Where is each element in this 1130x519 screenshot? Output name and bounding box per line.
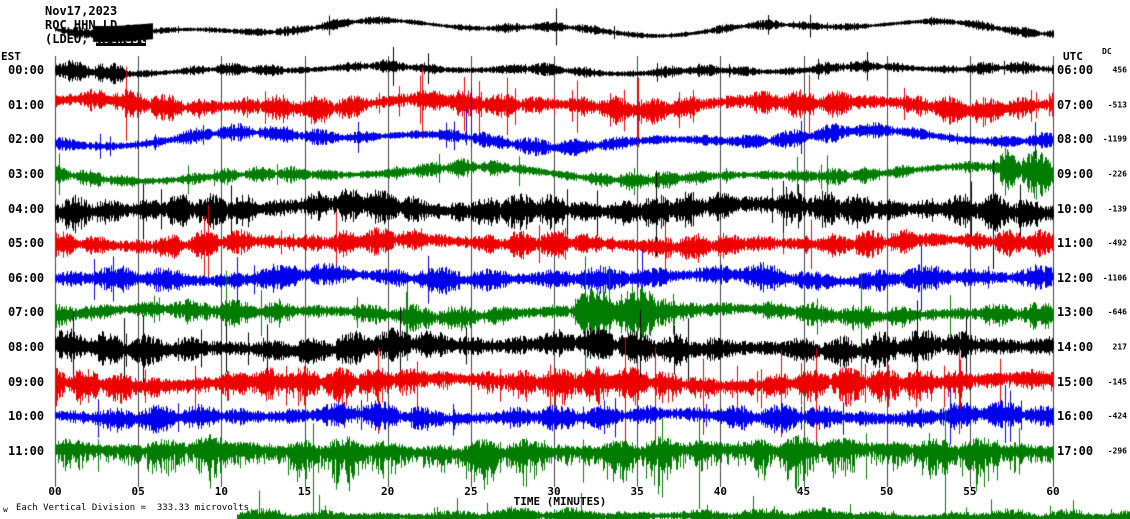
minute-tick-label: 40 bbox=[713, 485, 727, 498]
est-hour-label: 11:00 bbox=[8, 444, 45, 459]
est-hour-label: 03:00 bbox=[8, 166, 45, 181]
scale-note: Each Vertical Division = 333.33 microvol… bbox=[16, 503, 249, 513]
dc-value: 217 bbox=[1112, 342, 1127, 352]
minute-tick-label: 15 bbox=[297, 485, 312, 498]
station-location-highlight: Rochest bbox=[95, 32, 147, 46]
footer-mark: w bbox=[3, 505, 8, 514]
est-hour-label: 06:00 bbox=[8, 270, 45, 285]
dc-value: 456 bbox=[1112, 65, 1127, 75]
minute-tick-label: 10 bbox=[214, 485, 228, 498]
dc-value: -513 bbox=[1107, 100, 1127, 110]
minute-tick-label: 55 bbox=[963, 485, 977, 498]
station-location: (LDEO, Rochest bbox=[45, 32, 147, 46]
station-id: ROC HHN LD -- bbox=[45, 18, 139, 32]
minute-tick-label: 50 bbox=[880, 485, 894, 498]
utc-hour-label: 07:00 bbox=[1057, 97, 1094, 112]
dc-value: -646 bbox=[1107, 307, 1127, 317]
utc-hour-label: 10:00 bbox=[1057, 201, 1094, 216]
minute-tick-label: 60 bbox=[1046, 485, 1060, 498]
est-hour-label: 02:00 bbox=[8, 132, 45, 147]
dc-value: -145 bbox=[1107, 377, 1127, 387]
utc-hour-label: 17:00 bbox=[1057, 444, 1094, 459]
minute-tick-label: 35 bbox=[630, 485, 644, 498]
utc-hour-label: 12:00 bbox=[1057, 270, 1094, 285]
utc-hour-label: 09:00 bbox=[1057, 166, 1094, 181]
utc-hour-label: 16:00 bbox=[1057, 409, 1094, 424]
est-hour-label: 08:00 bbox=[8, 340, 45, 355]
minute-tick-label: 05 bbox=[131, 485, 145, 498]
minute-tick-label: 00 bbox=[48, 485, 62, 498]
utc-hour-label: 14:00 bbox=[1057, 340, 1094, 355]
est-hour-label: 07:00 bbox=[8, 305, 45, 320]
minute-tick-label: 45 bbox=[796, 485, 811, 498]
est-hour-label: 05:00 bbox=[8, 236, 45, 251]
minute-tick-label: 25 bbox=[464, 485, 478, 498]
dc-value: -1106 bbox=[1102, 273, 1127, 283]
utc-hour-label: 11:00 bbox=[1057, 236, 1094, 251]
left-axis-label: EST bbox=[1, 50, 21, 63]
header-date: Nov17,2023 bbox=[45, 4, 118, 18]
dc-value: -492 bbox=[1107, 238, 1127, 248]
utc-hour-label: 13:00 bbox=[1057, 305, 1094, 320]
dc-value: -226 bbox=[1107, 169, 1127, 179]
est-hour-label: 00:00 bbox=[8, 63, 45, 77]
utc-hour-label: 06:00 bbox=[1057, 63, 1094, 77]
est-hour-label: 04:00 bbox=[8, 201, 45, 216]
station-location-prefix: (LDEO, bbox=[45, 32, 96, 46]
dc-value: -296 bbox=[1107, 446, 1127, 456]
dc-value: -1199 bbox=[1102, 134, 1127, 144]
dc-value: -139 bbox=[1107, 204, 1127, 214]
right-axis-label: UTC bbox=[1063, 50, 1083, 63]
est-hour-label: 09:00 bbox=[8, 374, 45, 389]
dc-value: -424 bbox=[1107, 411, 1127, 421]
est-hour-label: 01:00 bbox=[8, 97, 45, 112]
x-axis-title: TIME (MINUTES) bbox=[513, 495, 607, 508]
dc-column-label: DC bbox=[1102, 47, 1112, 56]
utc-hour-label: 15:00 bbox=[1057, 374, 1094, 389]
est-hour-label: 10:00 bbox=[8, 409, 45, 424]
utc-hour-label: 08:00 bbox=[1057, 132, 1094, 147]
minute-tick-label: 20 bbox=[381, 485, 395, 498]
